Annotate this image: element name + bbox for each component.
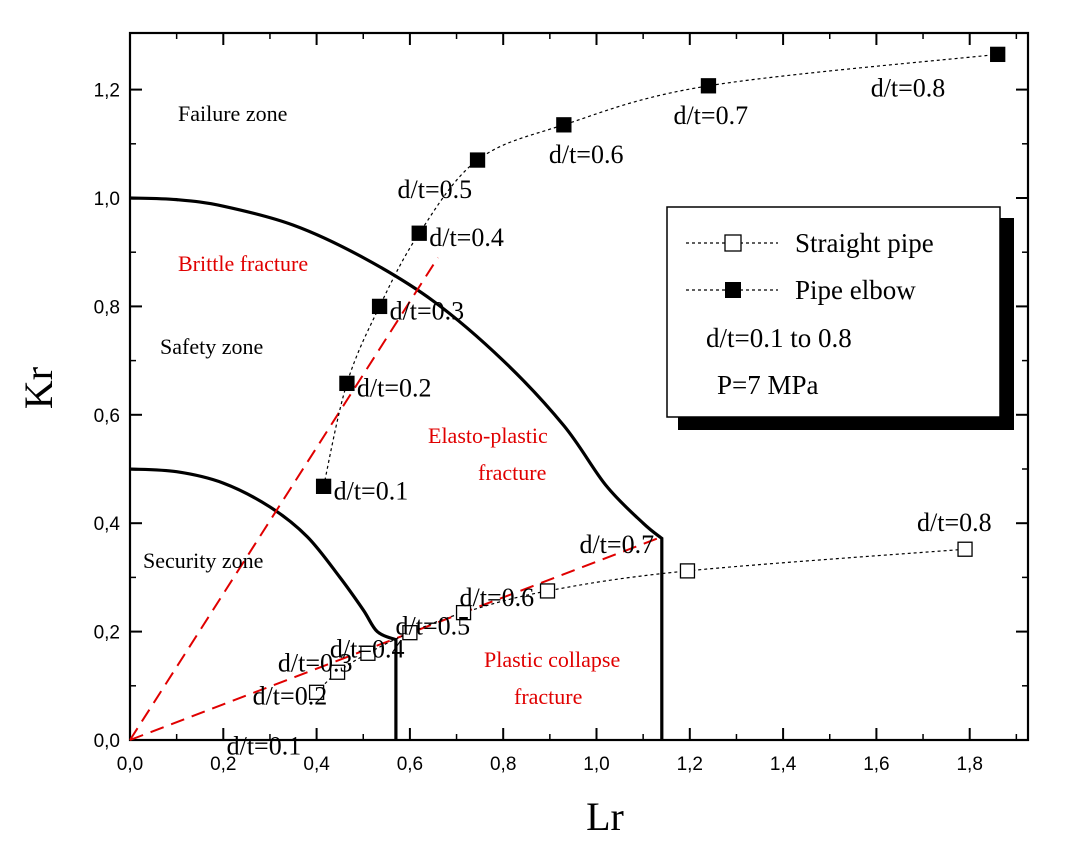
plastic-line — [129, 535, 663, 741]
brittle-line — [129, 257, 439, 741]
y-tick-label: 1,0 — [94, 189, 120, 210]
pipe-elbow-point — [469, 152, 486, 168]
legend-note-range: d/t=0.1 to 0.8 — [706, 323, 852, 353]
straight-pipe-label: d/t=0.2 — [253, 681, 328, 710]
pipe-elbow-label: d/t=0.1 — [334, 476, 409, 505]
fracture-label-plastic-collapse-2: fracture — [514, 684, 582, 709]
pipe-elbow-point — [990, 46, 1006, 63]
straight-pipe-label: d/t=0.6 — [460, 583, 535, 612]
straight-pipe-point — [957, 541, 973, 557]
fracture-label-elasto-plastic-2: fracture — [478, 460, 546, 485]
axes: 0,0 0,2 0,4 0,6 0,8 1,0 1,2 1,4 1,6 1,8 0,0 0,2 0,4 0… — [94, 33, 1028, 775]
pipe-elbow-point — [315, 478, 332, 494]
x-tick-label: 1,4 — [770, 754, 797, 775]
pipe-elbow-label: d/t=0.6 — [549, 140, 624, 169]
straight-pipe-label: d/t=0.8 — [917, 508, 992, 537]
straight-pipe-point — [360, 645, 376, 661]
x-axis-title: Lr — [586, 794, 624, 839]
pipe-elbow-point — [411, 225, 427, 241]
y-tick-label: 0,4 — [94, 514, 121, 535]
series-line-straight-pipe — [316, 548, 966, 693]
y-tick-label: 1,2 — [94, 81, 120, 102]
pipe-elbow-label: d/t=0.2 — [357, 373, 432, 402]
y-tick-label: 0,0 — [94, 731, 120, 752]
inner-curve — [129, 467, 398, 740]
pipe-elbow-label: d/t=0.3 — [390, 296, 465, 325]
y-tick-label: 0,2 — [94, 623, 120, 644]
y-tick-label: 0,8 — [94, 297, 120, 318]
legend-label-straight: Straight pipe — [795, 228, 934, 258]
straight-pipe-point — [308, 684, 325, 700]
x-tick-label: 0,4 — [303, 754, 330, 775]
pipe-elbow-label: d/t=0.4 — [429, 223, 504, 252]
pipe-elbow-point — [339, 375, 355, 392]
straight-pipe-point — [402, 625, 418, 641]
y-tick-label: 0,6 — [94, 406, 120, 427]
plot-frame — [128, 31, 1030, 742]
legend: Straight pipe Pipe elbow d/t=0.1 to 0.8 … — [666, 206, 1014, 430]
straight-pipe-label: d/t=0.3 — [278, 648, 353, 677]
pipe-elbow-label: d/t=0.5 — [398, 175, 473, 204]
y-axis-title: Kr — [16, 367, 61, 409]
zone-label-failure: Failure zone — [178, 101, 287, 126]
x-tick-label: 1,6 — [863, 754, 889, 775]
straight-pipe-point — [679, 563, 696, 579]
x-tick-label: 0,6 — [397, 754, 423, 775]
pipe-elbow-point — [556, 117, 572, 133]
legend-marker-elbow — [725, 282, 741, 298]
straight-pipe-point — [329, 664, 346, 680]
zone-label-security: Security zone — [143, 548, 263, 573]
failure-curves — [129, 196, 664, 740]
legend-note-pressure: P=7 MPa — [717, 370, 819, 400]
x-tick-label: 0,8 — [490, 754, 516, 775]
straight-pipe-label: d/t=0.4 — [330, 635, 405, 664]
legend-label-elbow: Pipe elbow — [795, 275, 916, 305]
pipe-elbow-label: d/t=0.8 — [871, 73, 946, 102]
fracture-label-brittle: Brittle fracture — [178, 251, 308, 276]
pipe-elbow-point — [700, 78, 717, 94]
x-tick-label: 1,2 — [677, 754, 703, 775]
pipe-elbow-label: d/t=0.7 — [673, 101, 748, 130]
x-tick-label: 0,0 — [117, 754, 143, 775]
straight-pipe-label: d/t=0.1 — [227, 731, 302, 760]
straight-pipe-label: d/t=0.5 — [396, 612, 471, 641]
straight-pipe-point — [455, 604, 472, 621]
x-tick-label: 0,2 — [210, 754, 236, 775]
fracture-lines — [129, 257, 663, 741]
fracture-label-plastic-collapse-1: Plastic collapse — [484, 647, 620, 672]
x-tick-label: 1,8 — [956, 754, 982, 775]
zone-label-safety: Safety zone — [160, 334, 263, 359]
outer-curve — [129, 196, 664, 740]
data-series — [308, 46, 1006, 700]
straight-pipe-point — [539, 583, 556, 599]
legend-marker-straight — [724, 234, 742, 252]
pipe-elbow-point — [371, 298, 388, 315]
legend-box — [666, 206, 1001, 418]
fracture-label-elasto-plastic-1: Elasto-plastic — [428, 423, 548, 448]
x-tick-label: 1,0 — [583, 754, 609, 775]
point-labels: d/t=0.1d/t=0.2d/t=0.3d/t=0.4d/t=0.5d/t=0… — [227, 73, 992, 760]
straight-pipe-label: d/t=0.7 — [579, 530, 654, 559]
